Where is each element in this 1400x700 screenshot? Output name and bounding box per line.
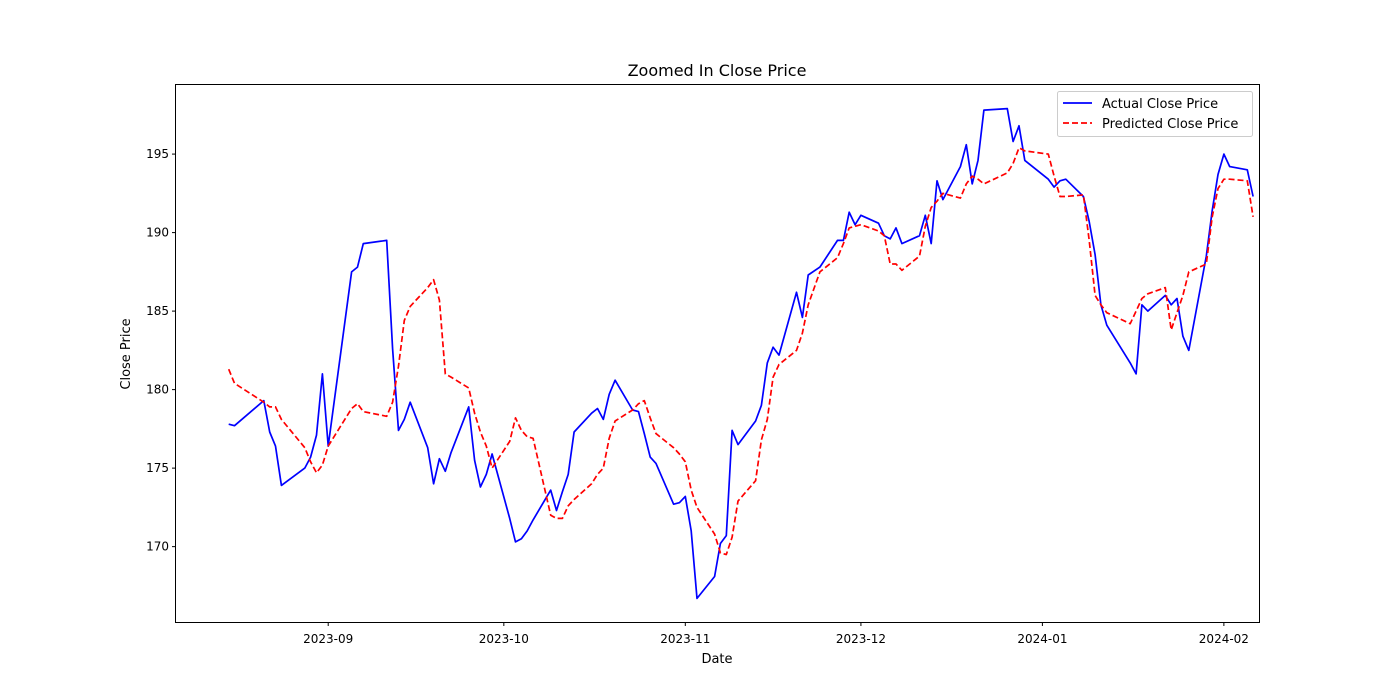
legend-label: Predicted Close Price xyxy=(1102,117,1238,132)
y-tick-label: 180 xyxy=(146,383,169,397)
y-tick-label: 190 xyxy=(146,226,169,240)
series-lines xyxy=(227,107,1254,600)
x-tick-label: 2023-11 xyxy=(660,632,710,646)
x-tick-label: 2023-09 xyxy=(303,632,353,646)
y-tick-label: 195 xyxy=(146,147,169,161)
legend-label: Actual Close Price xyxy=(1102,97,1218,112)
y-axis-label: Close Price xyxy=(119,318,134,389)
x-axis-ticks: 2023-09 2023-10 2023-11 2023-12 2024-01 2024-… xyxy=(303,622,1249,646)
plot-area-frame xyxy=(175,84,1260,623)
x-axis-label: Date xyxy=(701,652,732,667)
y-tick-label: 175 xyxy=(146,461,169,475)
x-tick-label: 2024-01 xyxy=(1017,632,1067,646)
x-tick-label: 2024-02 xyxy=(1199,632,1249,646)
y-tick-label: 170 xyxy=(146,540,169,554)
chart-title: Zoomed In Close Price xyxy=(628,61,807,80)
y-axis-ticks: 170 175 180 185 190 195 xyxy=(146,147,176,554)
series-line-actual xyxy=(228,107,1254,600)
series-line-predicted xyxy=(227,146,1254,556)
x-tick-label: 2023-12 xyxy=(836,632,886,646)
legend-box xyxy=(1057,91,1253,137)
chart-legend: Actual Close Price Predicted Close Price xyxy=(1057,91,1253,137)
y-tick-label: 185 xyxy=(146,304,169,318)
x-tick-label: 2023-10 xyxy=(479,632,529,646)
